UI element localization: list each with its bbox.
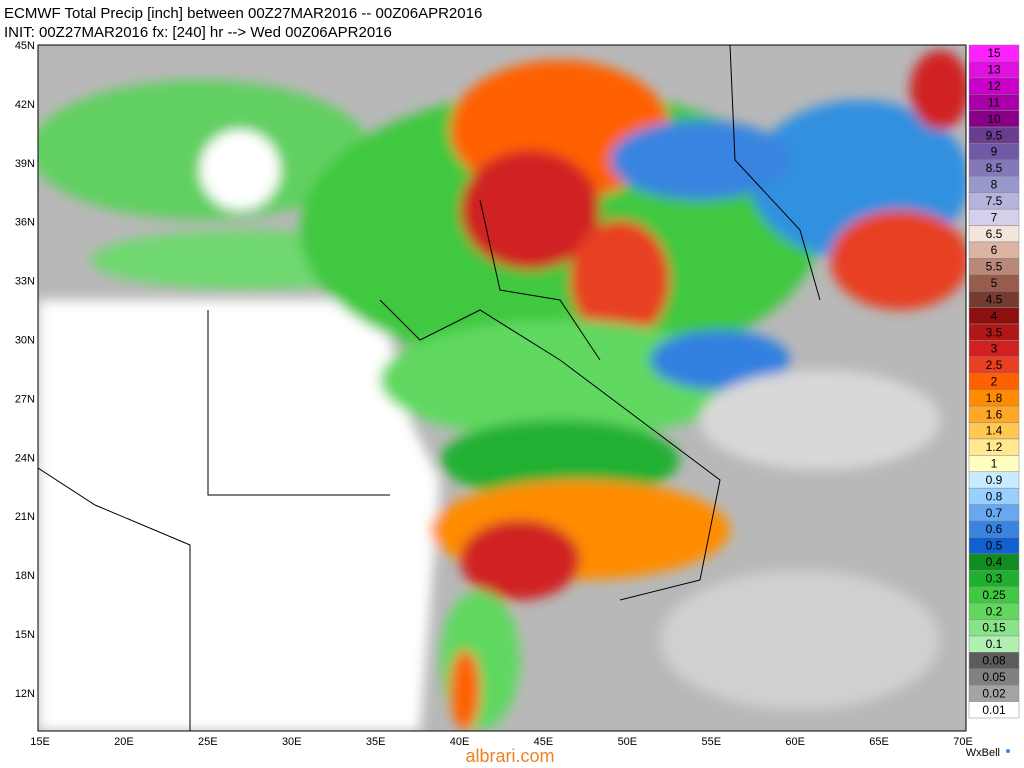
colorbar-label: 7 — [991, 210, 998, 224]
colorbar-label: 15 — [987, 46, 1001, 60]
colorbar-label: 13 — [987, 63, 1001, 77]
colorbar-label: 0.02 — [982, 686, 1006, 700]
lon-label: 25E — [198, 736, 218, 748]
colorbar-label: 0.4 — [986, 555, 1003, 569]
lat-label: 36N — [15, 217, 35, 229]
colorbar-label: 0.3 — [986, 571, 1003, 585]
lat-label: 24N — [15, 452, 35, 464]
colorbar-label: 1 — [991, 457, 998, 471]
colorbar-label: 4 — [991, 309, 998, 323]
lon-label: 50E — [618, 736, 638, 748]
colorbar: 15131211109.598.587.576.565.554.543.532.… — [968, 44, 1020, 719]
logo-dot — [1006, 749, 1010, 753]
colorbar-label: 1.6 — [986, 407, 1003, 421]
colorbar-label: 0.25 — [982, 588, 1006, 602]
lon-label: 70E — [953, 736, 973, 748]
lat-label: 30N — [15, 335, 35, 347]
colorbar-label: 4.5 — [986, 292, 1003, 306]
lon-label: 30E — [282, 736, 302, 748]
colorbar-label: 12 — [987, 79, 1001, 93]
colorbar-label: 10 — [987, 112, 1001, 126]
colorbar-label: 0.7 — [986, 506, 1003, 520]
colorbar-label: 0.01 — [982, 703, 1006, 717]
colorbar-label: 2 — [991, 375, 998, 389]
lon-label: 20E — [114, 736, 134, 748]
colorbar-label: 1.2 — [986, 440, 1003, 454]
colorbar-swatch — [968, 701, 1020, 719]
colorbar-label: 0.2 — [986, 604, 1003, 618]
lat-label: 21N — [15, 511, 35, 523]
colorbar-label: 0.1 — [986, 637, 1003, 651]
colorbar-label: 9 — [991, 145, 998, 159]
colorbar-label: 1.4 — [986, 424, 1003, 438]
colorbar-label: 1.8 — [986, 391, 1003, 405]
watermark: albrari.com — [465, 746, 554, 766]
title-line-1: ECMWF Total Precip [inch] between 00Z27M… — [4, 5, 482, 22]
colorbar-label: 5 — [991, 276, 998, 290]
lon-label: 55E — [701, 736, 721, 748]
colorbar-label: 8.5 — [986, 161, 1003, 175]
colorbar-label: 3 — [991, 342, 998, 356]
colorbar-label: 0.9 — [986, 473, 1003, 487]
lat-label: 39N — [15, 158, 35, 170]
colorbar-label: 0.05 — [982, 670, 1006, 684]
lon-label: 60E — [785, 736, 805, 748]
colorbar-label: 2.5 — [986, 358, 1003, 372]
lat-label: 42N — [15, 99, 35, 111]
colorbar-label: 6 — [991, 243, 998, 257]
colorbar-label: 0.15 — [982, 621, 1006, 635]
colorbar-label: 0.5 — [986, 539, 1003, 553]
lat-label: 33N — [15, 276, 35, 288]
colorbar-label: 0.08 — [982, 654, 1006, 668]
lon-label: 15E — [30, 736, 50, 748]
logo: WxBell — [966, 747, 1000, 759]
colorbar-label: 6.5 — [986, 227, 1003, 241]
lat-label: 45N — [15, 40, 35, 52]
lon-label: 45E — [534, 736, 554, 748]
longitude-labels: 15E 20E 25E 30E 35E 40E 45E 50E 55E 60E 65E 70E — [30, 736, 973, 748]
colorbar-label: 7.5 — [986, 194, 1003, 208]
colorbar-label: 8 — [991, 178, 998, 192]
colorbar-label: 5.5 — [986, 260, 1003, 274]
latitude-labels: 45N 42N 39N 36N 33N 30N 27N 24N 21N 18N 15N 12N — [15, 40, 35, 700]
precip-field — [38, 45, 966, 731]
lat-label: 15N — [15, 629, 35, 641]
title-line-2: INIT: 00Z27MAR2016 fx: [240] hr --> Wed … — [4, 24, 392, 41]
lon-label: 65E — [869, 736, 889, 748]
colorbar-label: 11 — [988, 95, 1001, 109]
lon-label: 35E — [366, 736, 386, 748]
colorbar-label: 3.5 — [986, 325, 1003, 339]
lat-label: 12N — [15, 688, 35, 700]
lat-label: 18N — [15, 570, 35, 582]
colorbar-label: 9.5 — [986, 128, 1003, 142]
lon-label: 40E — [450, 736, 470, 748]
colorbar-label: 0.8 — [986, 489, 1003, 503]
colorbar-label: 0.6 — [986, 522, 1003, 536]
lat-label: 27N — [15, 393, 35, 405]
